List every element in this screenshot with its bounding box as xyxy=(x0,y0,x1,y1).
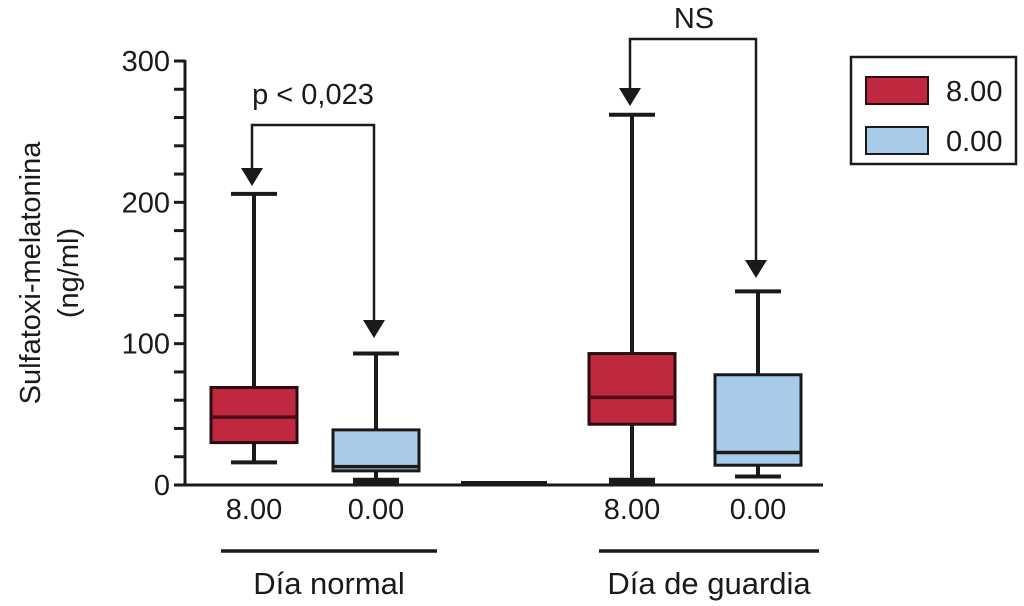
box-normal-8: 8.00 xyxy=(209,191,299,526)
box-guardia-8: 8.00 xyxy=(587,112,677,526)
y-tick-label: 0 xyxy=(154,470,170,502)
legend-swatch-0 xyxy=(865,126,929,155)
x-tick-label: 8.00 xyxy=(226,494,282,526)
box-iqr xyxy=(331,428,421,473)
box-guardia-0: 0.00 xyxy=(713,289,803,526)
y-axis-label-line2: (ng/ml) xyxy=(53,228,85,318)
legend-swatch-8 xyxy=(865,76,929,105)
box-iqr xyxy=(209,385,299,445)
x-tick-label: 8.00 xyxy=(604,494,660,526)
legend: 8.00 0.00 xyxy=(849,55,1018,166)
y-axis: 0 100 200 300 xyxy=(122,46,823,502)
legend-label-8: 8.00 xyxy=(946,76,1002,108)
significance-label: NS xyxy=(674,3,714,35)
annotations: p < 0,023 NS xyxy=(241,3,767,338)
y-tick-label: 200 xyxy=(122,187,170,219)
arrow-down-icon xyxy=(241,168,263,186)
y-tick-label: 100 xyxy=(122,329,170,361)
legend-label-0: 0.00 xyxy=(946,126,1002,158)
box-iqr xyxy=(587,352,677,426)
y-axis-label-line1: Sulfatoxi-melatonina xyxy=(15,141,47,405)
group-label: Día normal xyxy=(253,566,405,601)
bracket-line xyxy=(250,123,376,324)
arrow-down-icon xyxy=(363,320,385,338)
box-iqr xyxy=(713,373,803,467)
x-tick-label: 0.00 xyxy=(730,494,786,526)
group-label: Día de guardia xyxy=(607,566,811,601)
significance-label: p < 0,023 xyxy=(252,79,374,111)
bracket-line xyxy=(628,37,758,264)
significance-bracket: p < 0,023 xyxy=(241,79,385,338)
x-tick-label: 0.00 xyxy=(348,494,404,526)
arrow-down-icon xyxy=(619,88,641,106)
significance-bracket: NS xyxy=(619,3,767,278)
arrow-down-icon xyxy=(745,260,767,278)
box-normal-0: 0.00 xyxy=(331,351,421,526)
y-tick-label: 300 xyxy=(122,46,170,78)
boxes: 8.00 0.00 Día normal 8.00 0.00 Día de guardia xyxy=(209,112,819,601)
